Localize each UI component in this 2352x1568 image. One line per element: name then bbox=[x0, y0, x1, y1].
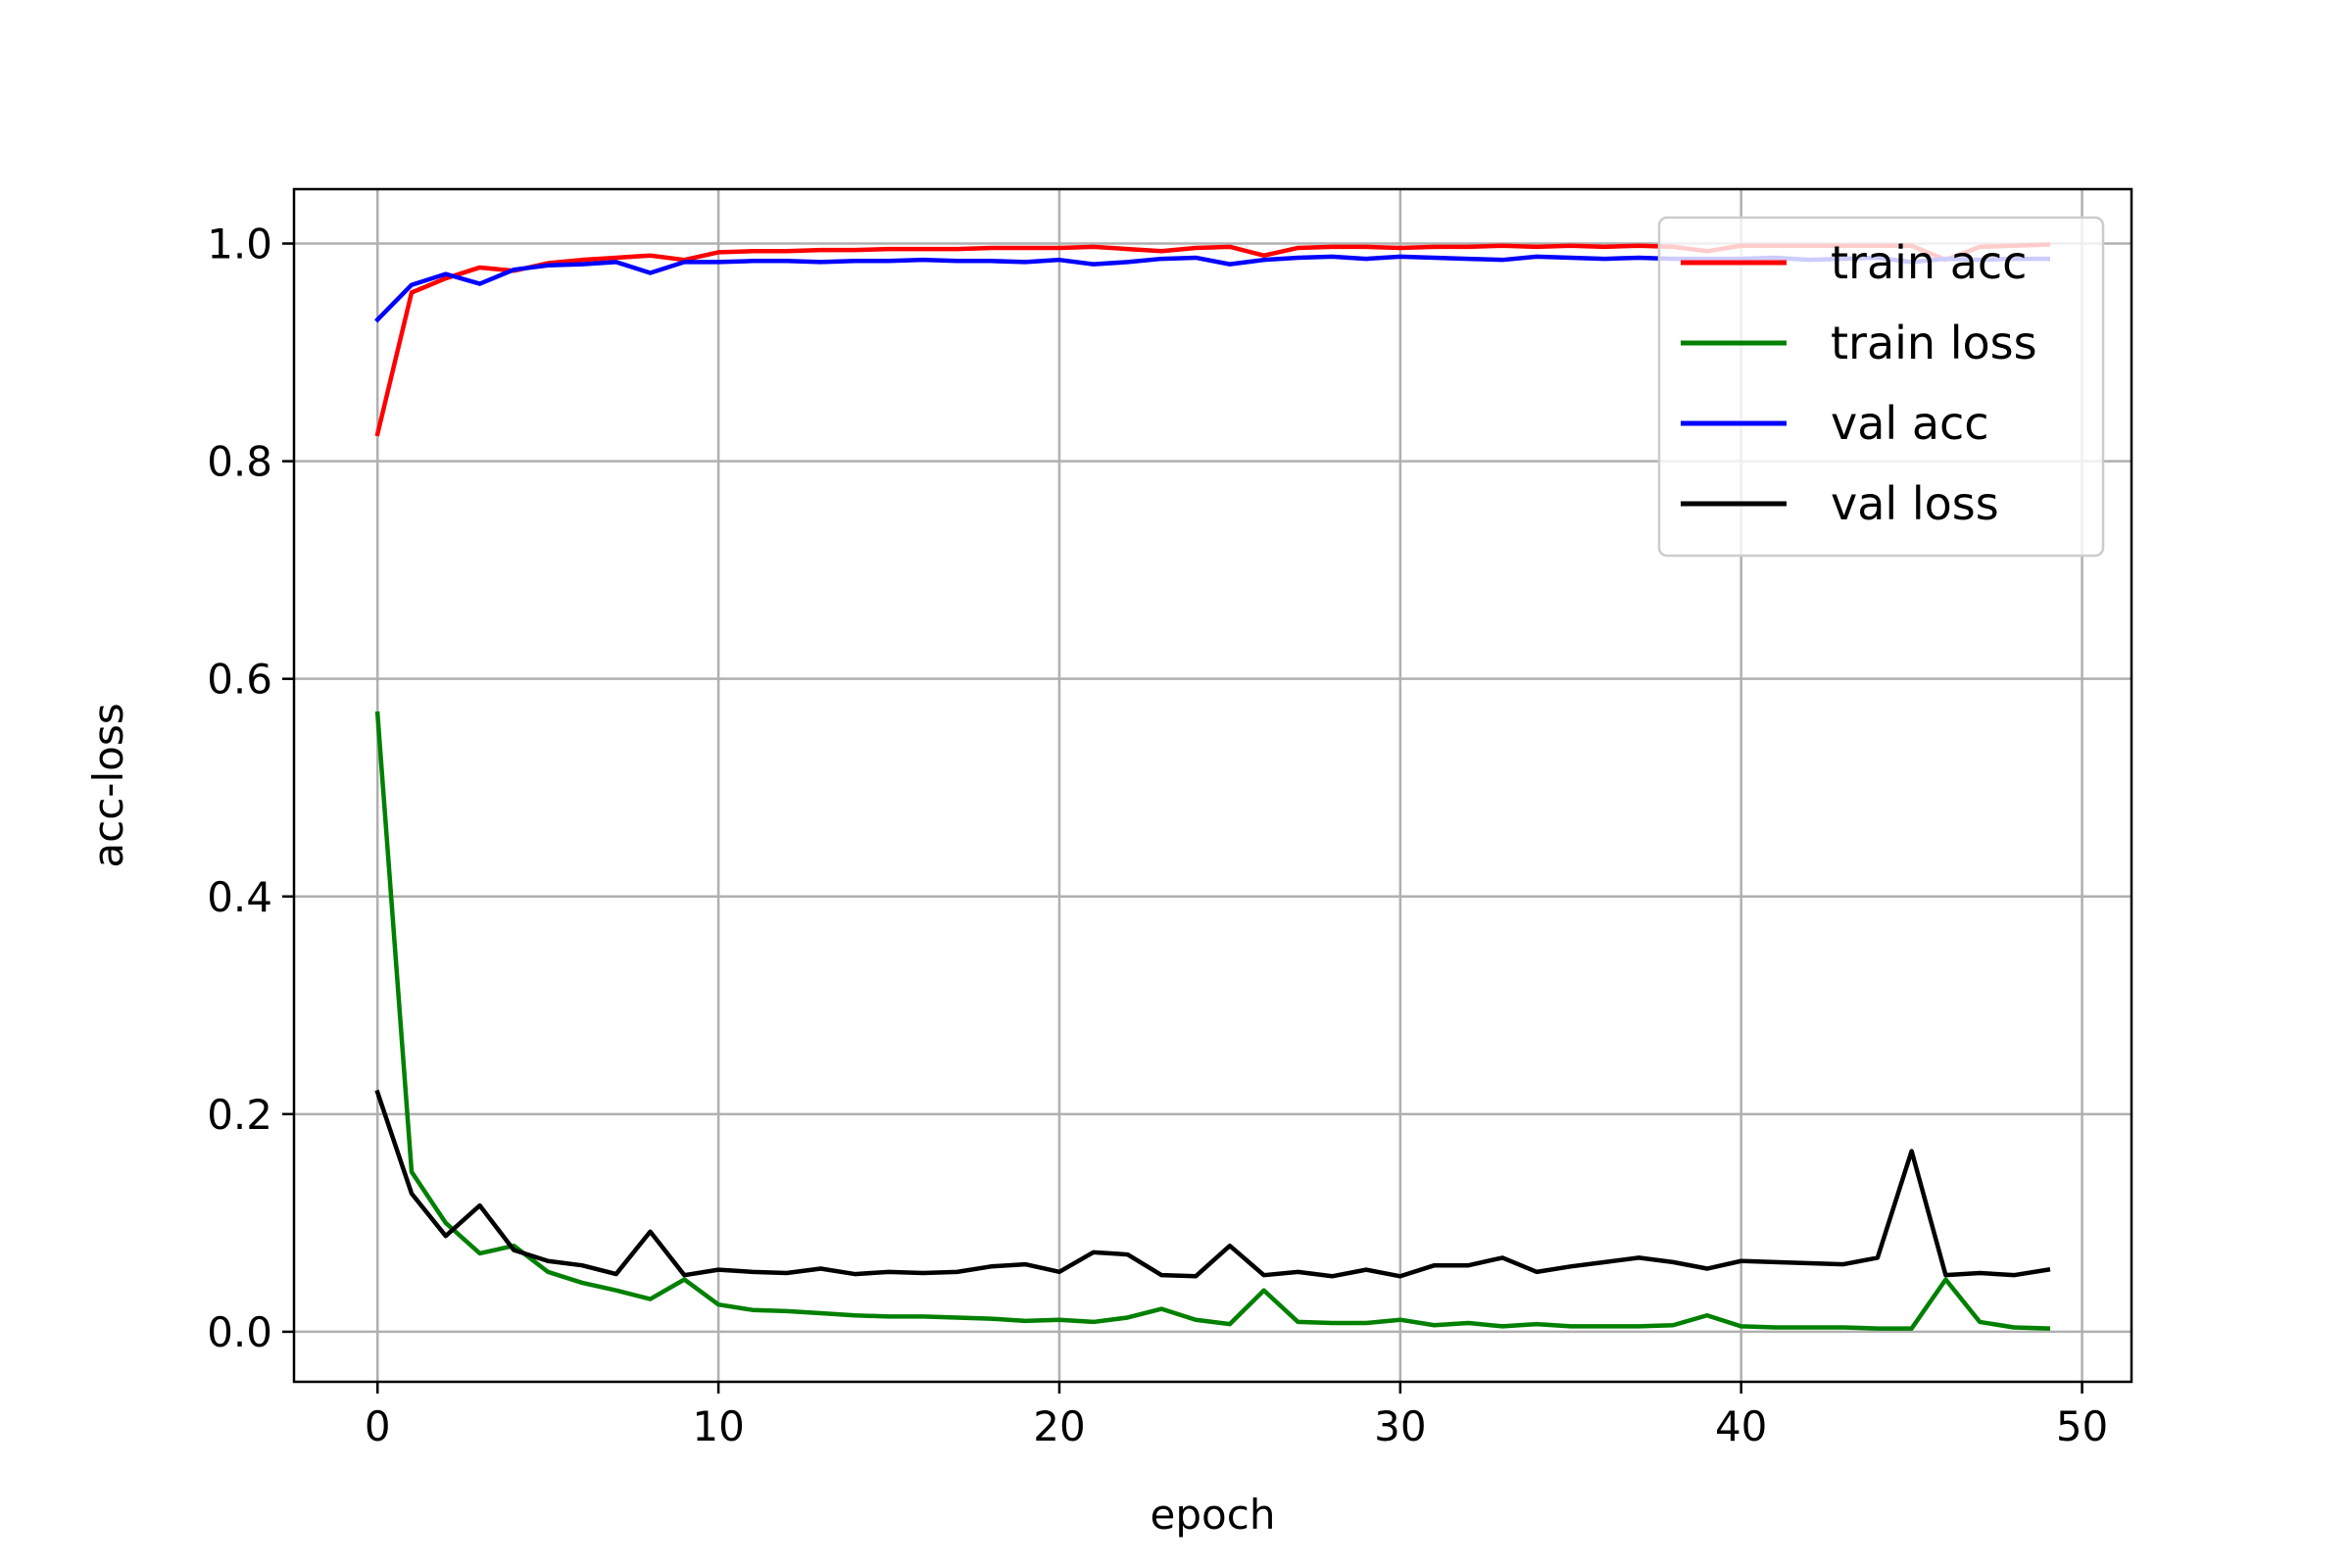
legend-label: val acc bbox=[1831, 397, 1989, 450]
legend-label: val loss bbox=[1831, 477, 1999, 530]
legend-label: train acc bbox=[1831, 236, 2027, 289]
legend: train acc train loss val acc val loss bbox=[1657, 216, 2105, 558]
x-axis-title: epoch bbox=[1151, 1491, 1276, 1539]
x-tick-label: 10 bbox=[692, 1402, 744, 1450]
y-tick-label: 0.0 bbox=[207, 1308, 272, 1356]
plot-frame bbox=[292, 187, 2133, 1384]
legend-label: train loss bbox=[1831, 317, 2037, 369]
y-tick-label: 0.8 bbox=[207, 438, 272, 486]
x-tick-label: 0 bbox=[365, 1402, 391, 1450]
x-tick-label: 30 bbox=[1374, 1402, 1426, 1450]
x-tick-label: 20 bbox=[1033, 1402, 1085, 1450]
axis-ticks: 0 10 20 30 40 50 0.0 0.2 0.4 0.6 0.8 1.0 bbox=[207, 220, 2108, 1450]
y-tick-label: 0.2 bbox=[207, 1091, 272, 1139]
series-line-val-loss bbox=[374, 1089, 2051, 1279]
y-tick-label: 1.0 bbox=[207, 220, 272, 269]
y-axis-title: acc-loss bbox=[84, 703, 132, 867]
x-tick-label: 40 bbox=[1715, 1402, 1767, 1450]
y-tick-label: 0.4 bbox=[207, 873, 272, 921]
x-tick-label: 50 bbox=[2056, 1402, 2108, 1450]
legend-box bbox=[1657, 216, 2105, 558]
series-line-train-loss bbox=[374, 710, 2051, 1331]
y-tick-label: 0.6 bbox=[207, 656, 272, 704]
